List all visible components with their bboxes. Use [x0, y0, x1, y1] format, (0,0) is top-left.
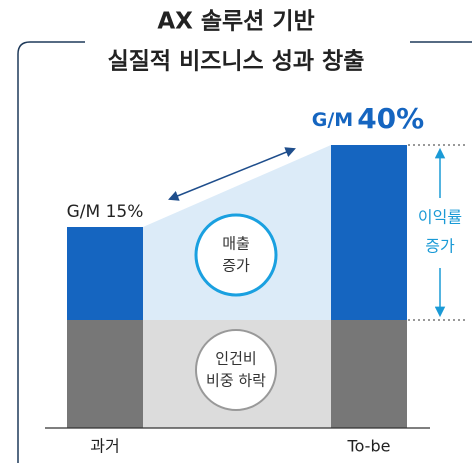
bar-label: G/M 15%	[67, 202, 144, 222]
title-line: AX 솔루션 기반	[157, 9, 314, 35]
bar-margin	[67, 227, 143, 320]
title-line: 실질적 비즈니스 성과 창출	[108, 49, 365, 75]
bar-cost	[67, 320, 143, 428]
bar-cost	[331, 320, 407, 428]
bar-margin	[331, 145, 407, 320]
frame	[17, 41, 472, 463]
label-value: 40%	[357, 102, 424, 135]
callout-text: 매출	[222, 235, 250, 253]
callout-circle	[195, 329, 277, 411]
callout-text: 인건비	[215, 350, 256, 368]
callout-circle	[194, 213, 278, 297]
category-label: 과거	[90, 437, 119, 456]
callout-text: 증가	[222, 257, 250, 275]
bar-label: G/M 40%	[312, 102, 424, 135]
callout-text: 비중 하락	[206, 372, 266, 390]
category-label: To-be	[347, 437, 391, 456]
margin-label: 이익률	[418, 208, 462, 227]
margin-label: 증가	[425, 237, 455, 256]
growth-arrow	[168, 147, 296, 201]
label-prefix: G/M	[312, 109, 353, 131]
